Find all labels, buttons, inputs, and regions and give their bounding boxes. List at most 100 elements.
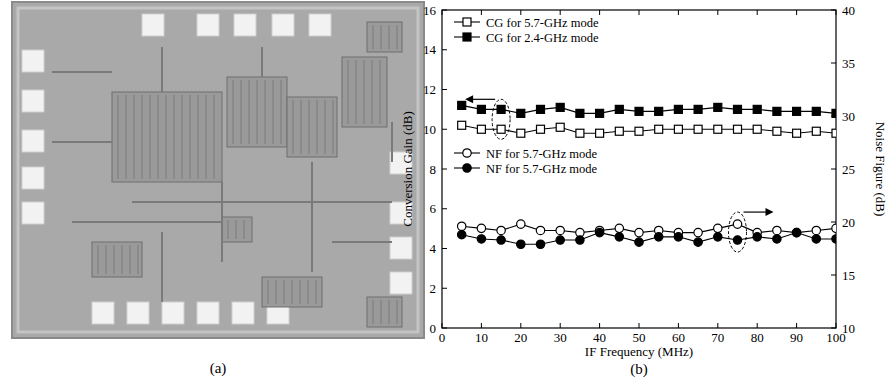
data-point	[832, 129, 836, 137]
data-point	[714, 125, 722, 133]
wire	[233, 80, 234, 144]
y2-tick	[831, 222, 836, 223]
x-tick-label: 20	[514, 330, 527, 345]
wire	[356, 60, 357, 124]
caption: (a)	[210, 360, 227, 377]
wire	[190, 95, 191, 179]
circuit-block	[92, 242, 142, 277]
y-tick	[442, 169, 447, 170]
wire	[268, 280, 269, 304]
data-point	[832, 109, 836, 117]
micrograph	[12, 2, 424, 338]
data-point	[497, 105, 505, 113]
legend-label: CG for 5.7-GHz mode	[486, 16, 599, 30]
x-tick	[717, 323, 718, 328]
wire	[228, 220, 229, 239]
data-point	[812, 107, 820, 115]
wire	[174, 95, 175, 179]
wire	[161, 232, 163, 302]
wire	[198, 95, 199, 179]
legend-marker	[463, 149, 471, 157]
wire	[317, 100, 318, 154]
wire	[373, 300, 374, 324]
wire	[391, 122, 393, 162]
x-tick	[836, 323, 837, 328]
y-tick	[442, 89, 447, 90]
wire	[373, 25, 374, 49]
x-tick-label: 0	[439, 330, 446, 345]
seal-ring	[18, 8, 418, 332]
wire	[381, 25, 382, 49]
data-point	[517, 220, 525, 228]
data-point	[714, 224, 722, 232]
x-tick	[481, 323, 482, 328]
data-point	[615, 105, 623, 113]
y2-tick	[831, 328, 836, 329]
arrow	[471, 99, 495, 100]
data-point	[812, 226, 820, 234]
wire	[130, 245, 131, 274]
annotation-ellipse	[729, 212, 747, 252]
legend-label: NF for 5.7-GHz mode	[486, 147, 598, 161]
wire	[261, 47, 263, 77]
data-point	[477, 125, 485, 133]
y2-tick-label: 20	[842, 215, 855, 230]
wire	[309, 100, 310, 154]
data-point	[635, 228, 643, 236]
pad	[197, 14, 219, 36]
data-point	[655, 107, 663, 115]
wire	[249, 80, 250, 144]
data-point	[812, 235, 820, 243]
wire	[364, 60, 365, 124]
legend-marker	[463, 164, 471, 172]
x-tick-label: 80	[751, 330, 764, 345]
wire	[118, 95, 119, 179]
x-tick-label: 10	[475, 330, 488, 345]
data-point	[812, 127, 820, 135]
data-point	[576, 129, 584, 137]
data-point	[773, 235, 781, 243]
wire	[126, 95, 127, 179]
x-tick	[796, 323, 797, 328]
y-tick-label: 4	[430, 241, 437, 256]
data-point	[537, 125, 545, 133]
data-point	[497, 226, 505, 234]
wire	[292, 280, 293, 304]
data-point	[694, 105, 702, 113]
x-tick-label: 50	[633, 330, 646, 345]
data-point	[793, 107, 801, 115]
y-axis-title: Conversion Gain (dB)	[400, 111, 415, 227]
pad	[309, 14, 331, 36]
data-point	[714, 103, 722, 111]
data-point	[635, 107, 643, 115]
wire	[214, 95, 215, 179]
x-tick-label: 30	[554, 330, 567, 345]
x-tick-label: 90	[790, 330, 803, 345]
data-point	[596, 109, 604, 117]
data-point	[595, 228, 603, 236]
wire	[281, 80, 282, 144]
data-point	[556, 226, 564, 234]
y2-tick	[831, 275, 836, 276]
y-tick-label: 14	[423, 42, 437, 57]
data-point	[497, 236, 505, 244]
wire	[182, 95, 183, 179]
x-tick-top	[520, 10, 521, 15]
x-tick-top	[639, 10, 640, 15]
data-point	[832, 235, 836, 243]
x-tick	[599, 323, 600, 328]
y2-axis-title: Noise Figure (dB)	[873, 122, 888, 217]
wire	[138, 245, 139, 274]
data-point	[674, 233, 682, 241]
y-tick	[442, 10, 447, 11]
arrow	[744, 211, 768, 212]
pad	[127, 302, 149, 324]
y2-tick-label: 10	[842, 321, 855, 336]
data-area	[458, 101, 837, 248]
data-point	[576, 236, 584, 244]
wire	[106, 245, 107, 274]
data-point	[694, 125, 702, 133]
data-point	[537, 105, 545, 113]
y-tick	[442, 49, 447, 50]
data-point	[517, 240, 525, 248]
